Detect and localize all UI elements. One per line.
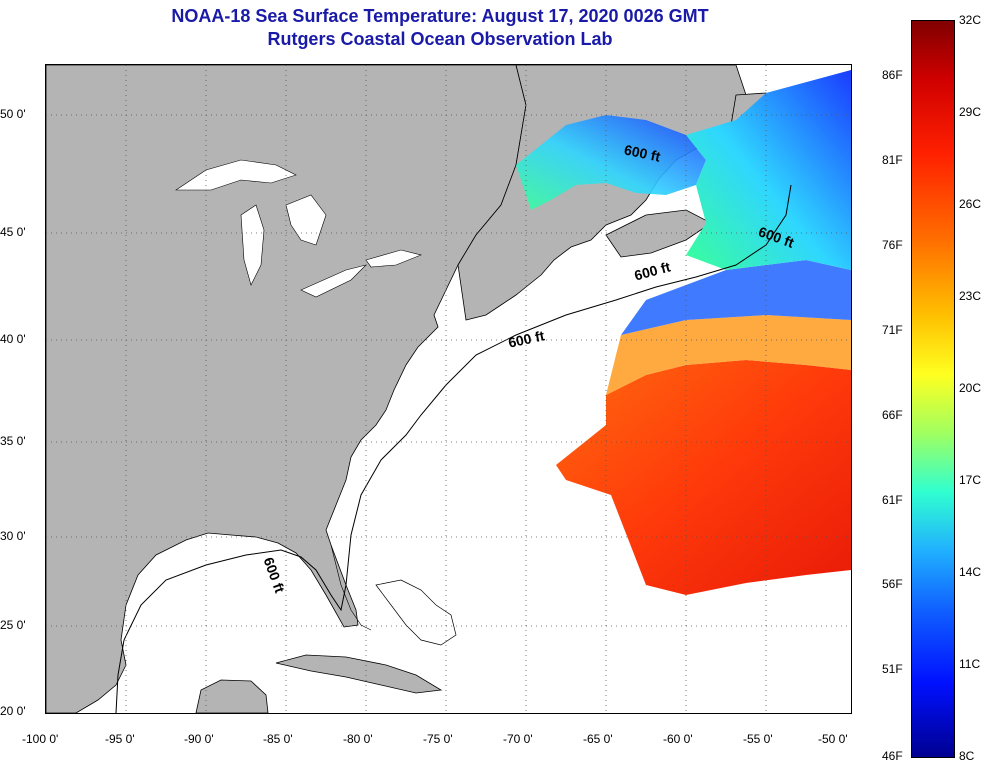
land-cuba (275, 654, 443, 694)
lat-label-40: 40 0' (0, 332, 26, 346)
colorbar-c-29: 29C (959, 105, 982, 119)
bahamas-banks (375, 579, 457, 646)
colorbar-f-71: 71F (882, 323, 903, 337)
map-title: NOAA-18 Sea Surface Temperature: August … (171, 6, 709, 26)
colorbar-c-26: 26C (959, 197, 982, 211)
lat-label-50: 50 0' (0, 107, 26, 121)
lake-huron (285, 194, 327, 246)
land-nova-scotia (605, 209, 712, 258)
lon-label-50: -50 0' (818, 732, 848, 746)
land-yucatan (195, 679, 269, 713)
lon-label-75: -75 0' (423, 732, 453, 746)
colorbar-c-32: 32C (959, 13, 982, 27)
sst-transition (606, 315, 851, 395)
lat-label-25: 25 0' (0, 618, 26, 632)
colorbar-c-11: 11C (959, 657, 981, 671)
sst-map: 600 ft 600 ft 600 ft 600 ft 600 ft (45, 64, 852, 714)
lon-label-80: -80 0' (343, 732, 373, 746)
colorbar-c-8: 8C (959, 749, 975, 763)
colorbar-f-76: 76F (882, 238, 903, 252)
lon-label-100: -100 0' (22, 732, 59, 746)
temperature-colorbar (911, 20, 955, 758)
lon-label-90: -90 0' (184, 732, 214, 746)
isobath-600ft (115, 184, 792, 713)
colorbar-f-86: 86F (882, 68, 903, 82)
lon-label-70: -70 0' (503, 732, 533, 746)
colorbar-f-66: 66F (882, 408, 903, 422)
colorbar-c-20: 20C (959, 381, 982, 395)
colorbar-c-23: 23C (959, 289, 982, 303)
map-canvas (46, 65, 851, 713)
colorbar-f-46: 46F (882, 749, 903, 763)
florida-bank (330, 544, 372, 631)
lat-label-20: 20 0' (0, 704, 26, 718)
sst-warm-swath (556, 360, 851, 595)
colorbar-c-17: 17C (959, 473, 982, 487)
lat-label-30: 30 0' (0, 529, 26, 543)
map-subtitle: Rutgers Coastal Ocean Observation Lab (267, 29, 613, 49)
lake-superior (175, 159, 297, 191)
lon-label-95: -95 0' (105, 732, 135, 746)
lake-erie (300, 264, 367, 298)
colorbar-f-51: 51F (882, 662, 903, 676)
water-gulf-st-lawrence (516, 115, 706, 210)
lon-label-60: -60 0' (663, 732, 693, 746)
lake-michigan (240, 204, 265, 286)
graticule (46, 65, 851, 713)
sst-cool-band (621, 260, 851, 335)
lon-label-85: -85 0' (263, 732, 293, 746)
colorbar-f-56: 56F (882, 577, 903, 591)
colorbar-f-81: 81F (882, 153, 903, 167)
sst-cool-north (686, 70, 851, 270)
colorbar-f-61: 61F (882, 493, 903, 507)
lon-label-65: -65 0' (583, 732, 613, 746)
lat-label-45: 45 0' (0, 225, 26, 239)
lat-label-35: 35 0' (0, 434, 26, 448)
lake-ontario (365, 249, 422, 268)
lon-label-55: -55 0' (743, 732, 773, 746)
colorbar-c-14: 14C (959, 565, 982, 579)
